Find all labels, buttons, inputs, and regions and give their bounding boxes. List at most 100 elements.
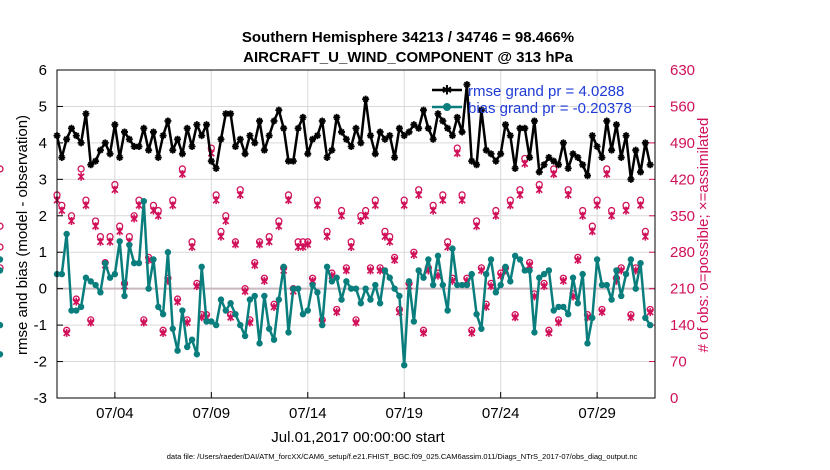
- rmse-point: [145, 146, 153, 154]
- rmse-point: [386, 132, 394, 140]
- assimilated-obs-point: [82, 201, 90, 210]
- y-axis-label: rmse and bias (model - observation): [14, 115, 31, 355]
- bias-point: [150, 256, 157, 263]
- possible-obs-point: [0, 165, 4, 173]
- rmse-point: [164, 117, 172, 125]
- possible-obs-point: [0, 264, 4, 272]
- bias-point: [328, 278, 336, 285]
- assimilated-obs-point: [362, 211, 370, 220]
- assimilated-obs-point: [173, 297, 182, 306]
- bias-point: [487, 256, 495, 263]
- assimilated-obs-point: [222, 216, 230, 225]
- rmse-point: [448, 132, 456, 140]
- assimilated-obs-point: [468, 328, 476, 337]
- legend-rmse-marker: ✱: [442, 83, 453, 98]
- bias-point: [579, 270, 586, 278]
- rmse-point: [174, 135, 182, 143]
- assimilated-obs-point: [386, 237, 394, 246]
- bias-point: [145, 285, 152, 292]
- bias-point: [87, 278, 94, 285]
- bias-point: [58, 270, 66, 278]
- rmse-point: [299, 113, 307, 121]
- assimilated-obs-point: [627, 313, 635, 322]
- rmse-point: [617, 153, 625, 161]
- assimilated-obs-point: [574, 256, 582, 265]
- assimilated-obs-point: [366, 266, 375, 275]
- bias-point: [516, 256, 524, 263]
- legend: ✱ rmse grand pr = 4.0288 bias grand pr =…: [432, 83, 632, 117]
- rmse-point: [352, 124, 360, 132]
- rmse-point: [178, 150, 186, 158]
- bias-point: [188, 336, 196, 343]
- bias-point: [405, 278, 413, 285]
- rmse-point: [530, 117, 538, 125]
- chart-subtitle: AIRCRAFT_U_WIND_COMPONENT @ 313 hPa: [243, 49, 573, 66]
- rmse-point: [487, 150, 495, 158]
- assimilated-obs-point: [410, 250, 418, 259]
- possible-obs-point: [0, 243, 4, 251]
- bias-point: [314, 289, 321, 296]
- rmse-point: [328, 146, 336, 154]
- y-tick-label: -3: [34, 390, 47, 407]
- rmse-point: [342, 135, 350, 143]
- bias-point: [632, 285, 639, 292]
- bias-point: [232, 310, 239, 318]
- bias-point: [574, 300, 582, 307]
- bias-point: [323, 263, 331, 270]
- bias-point: [420, 274, 427, 281]
- assimilated-obs-point: [149, 206, 158, 215]
- rmse-point: [434, 110, 442, 118]
- bias-point: [526, 267, 533, 274]
- assimilated-obs-point: [111, 185, 119, 194]
- rmse-point: [280, 124, 288, 132]
- bias-point: [627, 256, 635, 263]
- assimilated-obs-point: [159, 328, 167, 337]
- bias-point: [155, 303, 162, 311]
- bias-point: [521, 267, 528, 274]
- assimilated-obs-point: [217, 232, 225, 241]
- bias-point: [290, 285, 297, 292]
- rmse-point: [574, 153, 582, 161]
- assimilated-obs-point: [593, 201, 601, 210]
- bias-point: [285, 329, 292, 336]
- possible-obs-point: [77, 165, 85, 173]
- assimilated-obs-point: [265, 237, 273, 246]
- x-axis-label: Jul.01,2017 00:00:00 start: [271, 429, 445, 446]
- bias-point: [642, 314, 649, 322]
- rmse-point: [362, 95, 370, 103]
- assimilated-obs-point: [608, 211, 616, 220]
- rmse-point: [545, 153, 553, 161]
- bias-point: [550, 307, 557, 314]
- bias-point: [222, 307, 229, 314]
- legend-rmse-label: rmse grand pr = 4.0288: [468, 83, 624, 100]
- bias-point: [603, 281, 610, 289]
- bias-point: [492, 289, 500, 296]
- assimilated-obs-point: [241, 287, 249, 296]
- assimilated-obs-point: [646, 308, 654, 317]
- assimilated-obs-point: [193, 282, 201, 291]
- bias-point: [179, 307, 186, 314]
- bias-point: [381, 267, 389, 274]
- bias-point: [637, 259, 644, 267]
- bias-point: [261, 292, 268, 300]
- rmse-point: [420, 106, 428, 114]
- left-axis-ticks: -3 -2 -1 0 1 2 3 4 5 6: [34, 62, 63, 407]
- rmse-point: [227, 110, 235, 118]
- bias-point: [367, 296, 374, 303]
- y-tick-label: 6: [39, 62, 47, 79]
- bias-point: [425, 256, 432, 263]
- rmse-point: [641, 139, 649, 147]
- bias-point: [0, 256, 4, 263]
- rmse-point: [236, 135, 244, 143]
- rmse-point: [410, 121, 418, 129]
- rmse-point: [313, 132, 321, 140]
- rmse-point: [482, 146, 490, 154]
- rmse-point: [492, 157, 500, 165]
- rmse-point: [323, 153, 331, 161]
- bias-point: [97, 289, 104, 296]
- legend-bias-marker: [443, 103, 451, 111]
- bias-point: [169, 325, 176, 332]
- bias-point: [121, 292, 128, 300]
- rmse-point: [458, 128, 466, 136]
- assimilated-obs-point: [472, 222, 481, 231]
